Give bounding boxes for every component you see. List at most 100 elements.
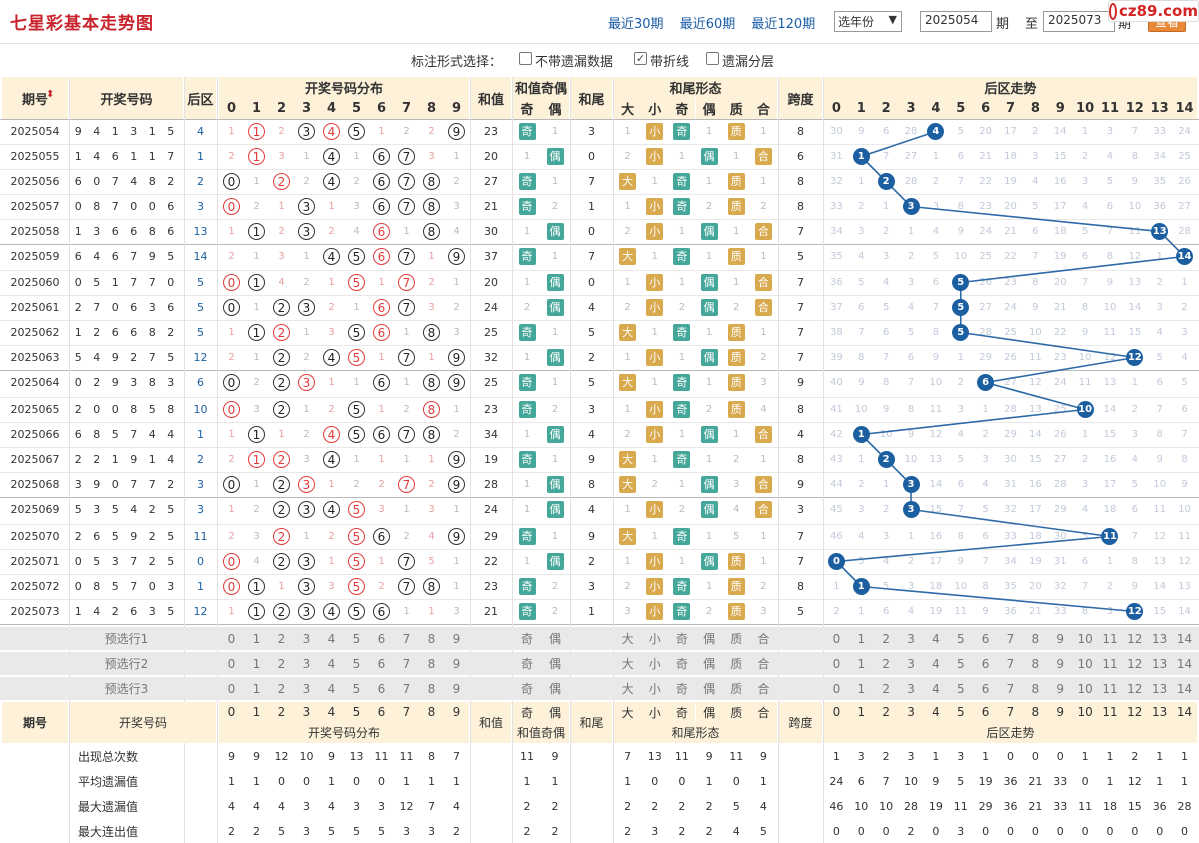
preselect-form[interactable]: 合 xyxy=(757,657,770,671)
preselect-digit[interactable]: 3 xyxy=(302,681,311,696)
preselect-digit[interactable]: 4 xyxy=(327,631,336,646)
year-select[interactable]: 选年份 ▼ xyxy=(834,11,902,32)
checkbox-no-miss[interactable] xyxy=(519,52,532,65)
preselect-back[interactable]: 4 xyxy=(932,681,940,696)
preselect-digit[interactable]: 1 xyxy=(252,681,261,696)
preselect-digit[interactable]: 0 xyxy=(227,631,236,646)
preselect-form[interactable]: 合 xyxy=(757,682,770,696)
preselect-back[interactable]: 13 xyxy=(1152,656,1168,671)
preselect-back[interactable]: 7 xyxy=(1006,656,1015,671)
preselect-digit[interactable]: 0 xyxy=(227,656,236,671)
link-recent-60[interactable]: 最近60期 xyxy=(679,17,736,32)
preselect-back[interactable]: 8 xyxy=(1031,631,1040,646)
preselect-digit[interactable]: 1 xyxy=(252,631,261,646)
preselect-back[interactable]: 3 xyxy=(907,631,915,646)
preselect-back[interactable]: 14 xyxy=(1176,681,1193,696)
preselect-back[interactable]: 0 xyxy=(832,656,841,671)
preselect-oe[interactable]: 偶 xyxy=(548,682,561,696)
preselect-back[interactable]: 6 xyxy=(981,631,990,646)
preselect-back[interactable]: 8 xyxy=(1031,656,1040,671)
preselect-form[interactable]: 质 xyxy=(730,682,743,696)
preselect-back[interactable]: 2 xyxy=(882,631,890,646)
preselect-back[interactable]: 12 xyxy=(1127,631,1143,646)
preselect-back[interactable]: 12 xyxy=(1127,681,1143,696)
preselect-digit[interactable]: 7 xyxy=(402,681,411,696)
preselect-digit[interactable]: 6 xyxy=(377,681,386,696)
preselect-form[interactable]: 偶 xyxy=(703,682,716,696)
preselect-oe[interactable]: 奇 xyxy=(520,632,533,646)
preselect-back[interactable]: 13 xyxy=(1152,631,1168,646)
preselect-back[interactable]: 0 xyxy=(832,631,841,646)
preselect-digit[interactable]: 2 xyxy=(277,681,286,696)
preselect-digit[interactable]: 5 xyxy=(352,631,361,646)
preselect-back[interactable]: 0 xyxy=(832,681,841,696)
preselect-back[interactable]: 14 xyxy=(1176,631,1193,646)
preselect-form[interactable]: 小 xyxy=(648,632,661,646)
preselect-form[interactable]: 大 xyxy=(621,682,634,696)
link-recent-120[interactable]: 最近120期 xyxy=(751,17,816,32)
preselect-digit[interactable]: 6 xyxy=(377,631,386,646)
preselect-back[interactable]: 10 xyxy=(1077,681,1093,696)
preselect-back[interactable]: 1 xyxy=(857,631,866,646)
preselect-form[interactable]: 偶 xyxy=(703,657,716,671)
checkbox-polyline[interactable]: ✓ xyxy=(634,52,647,65)
preselect-back[interactable]: 4 xyxy=(932,631,940,646)
from-issue-input[interactable]: 2025054 xyxy=(920,11,992,32)
preselect-back[interactable]: 1 xyxy=(857,681,866,696)
preselect-form[interactable]: 合 xyxy=(757,632,770,646)
preselect-digit[interactable]: 3 xyxy=(302,656,311,671)
preselect-back[interactable]: 1 xyxy=(857,656,866,671)
link-recent-30[interactable]: 最近30期 xyxy=(608,17,664,32)
preselect-back[interactable]: 5 xyxy=(956,656,965,671)
preselect-back[interactable]: 4 xyxy=(932,656,940,671)
preselect-oe[interactable]: 偶 xyxy=(548,632,561,646)
preselect-digit[interactable]: 8 xyxy=(427,656,436,671)
preselect-digit[interactable]: 6 xyxy=(377,656,386,671)
preselect-back[interactable]: 8 xyxy=(1031,681,1040,696)
preselect-digit[interactable]: 8 xyxy=(427,681,436,696)
preselect-form[interactable]: 奇 xyxy=(675,657,688,671)
preselect-oe[interactable]: 奇 xyxy=(520,682,533,696)
preselect-digit[interactable]: 1 xyxy=(252,656,261,671)
preselect-back[interactable]: 2 xyxy=(882,681,890,696)
sort-icon[interactable]: ⬍ xyxy=(46,89,55,100)
preselect-back[interactable]: 13 xyxy=(1152,681,1168,696)
preselect-digit[interactable]: 5 xyxy=(352,681,361,696)
preselect-back[interactable]: 7 xyxy=(1006,681,1015,696)
preselect-digit[interactable]: 7 xyxy=(402,631,411,646)
preselect-form[interactable]: 质 xyxy=(730,632,743,646)
preselect-form[interactable]: 奇 xyxy=(675,632,688,646)
checkbox-miss-layer[interactable] xyxy=(706,52,719,65)
preselect-back[interactable]: 14 xyxy=(1176,656,1193,671)
preselect-digit[interactable]: 7 xyxy=(402,656,411,671)
preselect-back[interactable]: 10 xyxy=(1077,631,1093,646)
preselect-digit[interactable]: 9 xyxy=(452,681,461,696)
preselect-form[interactable]: 大 xyxy=(621,632,634,646)
to-issue-input[interactable]: 2025073 xyxy=(1043,11,1115,32)
preselect-back[interactable]: 9 xyxy=(1056,656,1065,671)
preselect-form[interactable]: 小 xyxy=(648,682,661,696)
preselect-back[interactable]: 5 xyxy=(956,631,965,646)
preselect-digit[interactable]: 2 xyxy=(277,656,286,671)
preselect-digit[interactable]: 0 xyxy=(227,681,236,696)
preselect-back[interactable]: 2 xyxy=(882,656,890,671)
preselect-digit[interactable]: 8 xyxy=(427,631,436,646)
preselect-back[interactable]: 11 xyxy=(1102,681,1118,696)
preselect-back[interactable]: 6 xyxy=(981,681,990,696)
preselect-form[interactable]: 小 xyxy=(648,657,661,671)
preselect-back[interactable]: 11 xyxy=(1102,656,1118,671)
preselect-digit[interactable]: 2 xyxy=(277,631,286,646)
preselect-digit[interactable]: 3 xyxy=(302,631,311,646)
preselect-back[interactable]: 6 xyxy=(981,656,990,671)
preselect-digit[interactable]: 9 xyxy=(452,656,461,671)
preselect-digit[interactable]: 9 xyxy=(452,631,461,646)
preselect-form[interactable]: 偶 xyxy=(703,632,716,646)
preselect-back[interactable]: 9 xyxy=(1056,631,1065,646)
preselect-back[interactable]: 12 xyxy=(1127,656,1143,671)
preselect-digit[interactable]: 4 xyxy=(327,681,336,696)
preselect-digit[interactable]: 4 xyxy=(327,656,336,671)
preselect-back[interactable]: 3 xyxy=(907,656,915,671)
preselect-oe[interactable]: 偶 xyxy=(548,657,561,671)
preselect-back[interactable]: 3 xyxy=(907,681,915,696)
preselect-back[interactable]: 9 xyxy=(1056,681,1065,696)
